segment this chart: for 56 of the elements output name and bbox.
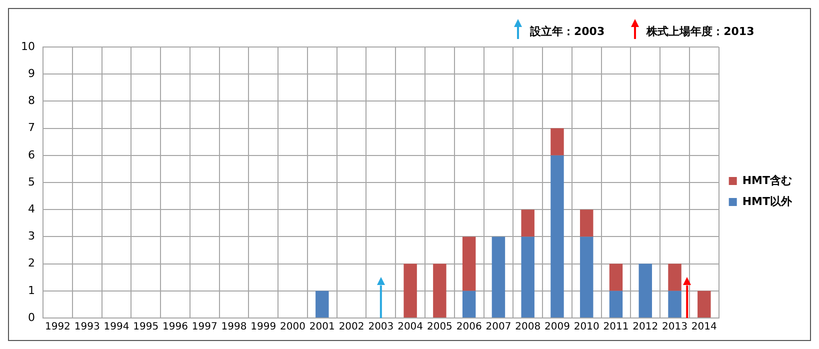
bar xyxy=(609,290,623,318)
bar xyxy=(462,236,476,291)
x-tick-label: 2009 xyxy=(544,322,570,333)
y-tick-label: 4 xyxy=(28,202,35,216)
bar xyxy=(580,210,594,237)
x-tick-label: 2003 xyxy=(368,322,394,333)
bar xyxy=(668,290,682,318)
legend-label: HMT以外 xyxy=(742,194,793,208)
x-tick-label: 2004 xyxy=(398,322,424,333)
x-tick-label: 1994 xyxy=(104,322,130,333)
bar xyxy=(404,264,417,318)
x-tick-label: 1997 xyxy=(192,322,218,333)
legend-label: 株式上場年度：2013 xyxy=(646,24,754,39)
y-tick-label: 0 xyxy=(28,310,35,324)
bar xyxy=(609,264,623,291)
bar xyxy=(316,290,329,318)
bar xyxy=(550,155,564,318)
bar xyxy=(550,128,564,156)
x-tick-label: 2006 xyxy=(456,322,482,333)
bar xyxy=(492,236,506,318)
bar xyxy=(638,264,652,318)
bar xyxy=(580,236,594,318)
bar xyxy=(521,236,534,318)
x-tick-label: 2010 xyxy=(574,322,600,333)
x-tick-label: 1998 xyxy=(221,322,247,333)
bar xyxy=(521,210,534,237)
x-tick-label: 2011 xyxy=(603,322,629,333)
x-tick-label: 1999 xyxy=(250,322,276,333)
bar xyxy=(433,264,446,318)
y-tick-label: 8 xyxy=(28,94,35,108)
y-tick-label: 6 xyxy=(28,148,35,162)
x-tick-label: 1992 xyxy=(44,322,70,333)
x-tick-label: 1996 xyxy=(162,322,188,333)
bar xyxy=(698,290,711,318)
y-tick-label: 1 xyxy=(28,284,35,297)
x-tick-label: 2008 xyxy=(515,322,541,333)
y-tick-label: 5 xyxy=(28,175,35,188)
x-tick-label: 2014 xyxy=(691,322,717,333)
bar xyxy=(668,264,682,291)
x-tick-label: 2000 xyxy=(280,322,306,333)
legend-label: 設立年：2003 xyxy=(530,24,605,39)
x-tick-label: 2002 xyxy=(338,322,364,333)
x-tick-label: 1993 xyxy=(74,322,100,333)
legend-label: HMT含む xyxy=(742,174,792,187)
y-tick-label: 10 xyxy=(20,40,35,53)
y-tick-label: 3 xyxy=(28,230,35,243)
y-tick-label: 7 xyxy=(28,121,35,134)
y-tick-label: 9 xyxy=(28,66,35,80)
x-tick-label: 2012 xyxy=(632,322,658,333)
x-tick-label: 2005 xyxy=(426,322,452,333)
x-tick-label: 2001 xyxy=(309,322,335,333)
x-tick-label: 1995 xyxy=(133,322,159,333)
x-tick-label: 2007 xyxy=(486,322,512,333)
bar xyxy=(462,290,476,318)
y-tick-label: 2 xyxy=(28,256,35,270)
x-tick-label: 2013 xyxy=(662,322,688,333)
